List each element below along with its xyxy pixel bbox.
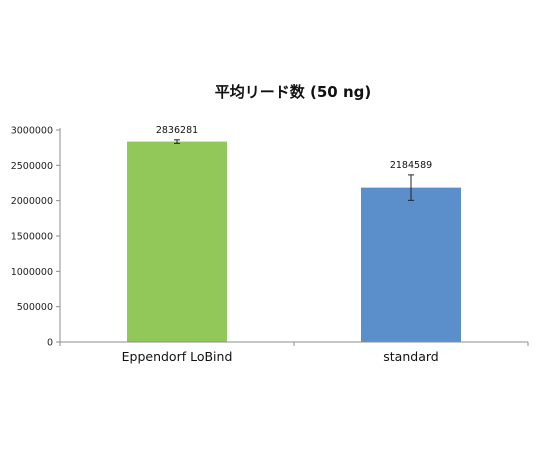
y-tick-label: 2000000 [11,196,53,207]
y-tick-label: 1000000 [11,267,53,278]
x-category-label: Eppendorf LoBind [122,349,233,364]
data-label: 2184589 [390,160,432,171]
y-axis: 0 500000 1000000 1500000 2000000 2500000 30000… [11,126,61,349]
x-category-label: standard [383,349,438,364]
y-tick-label: 0 [47,338,53,349]
bars: 2836281 2184589 [127,125,461,342]
data-label: 2836281 [156,125,198,136]
y-tick-label: 2500000 [11,161,53,172]
bar [361,187,461,342]
x-axis: Eppendorf LoBind standard [59,341,529,364]
bar [127,141,227,342]
chart-title: 平均リード数 (50 ng) [215,83,371,101]
y-tick-label: 1500000 [11,232,53,243]
y-tick-label: 500000 [17,302,53,313]
y-tick-label: 3000000 [11,126,53,137]
